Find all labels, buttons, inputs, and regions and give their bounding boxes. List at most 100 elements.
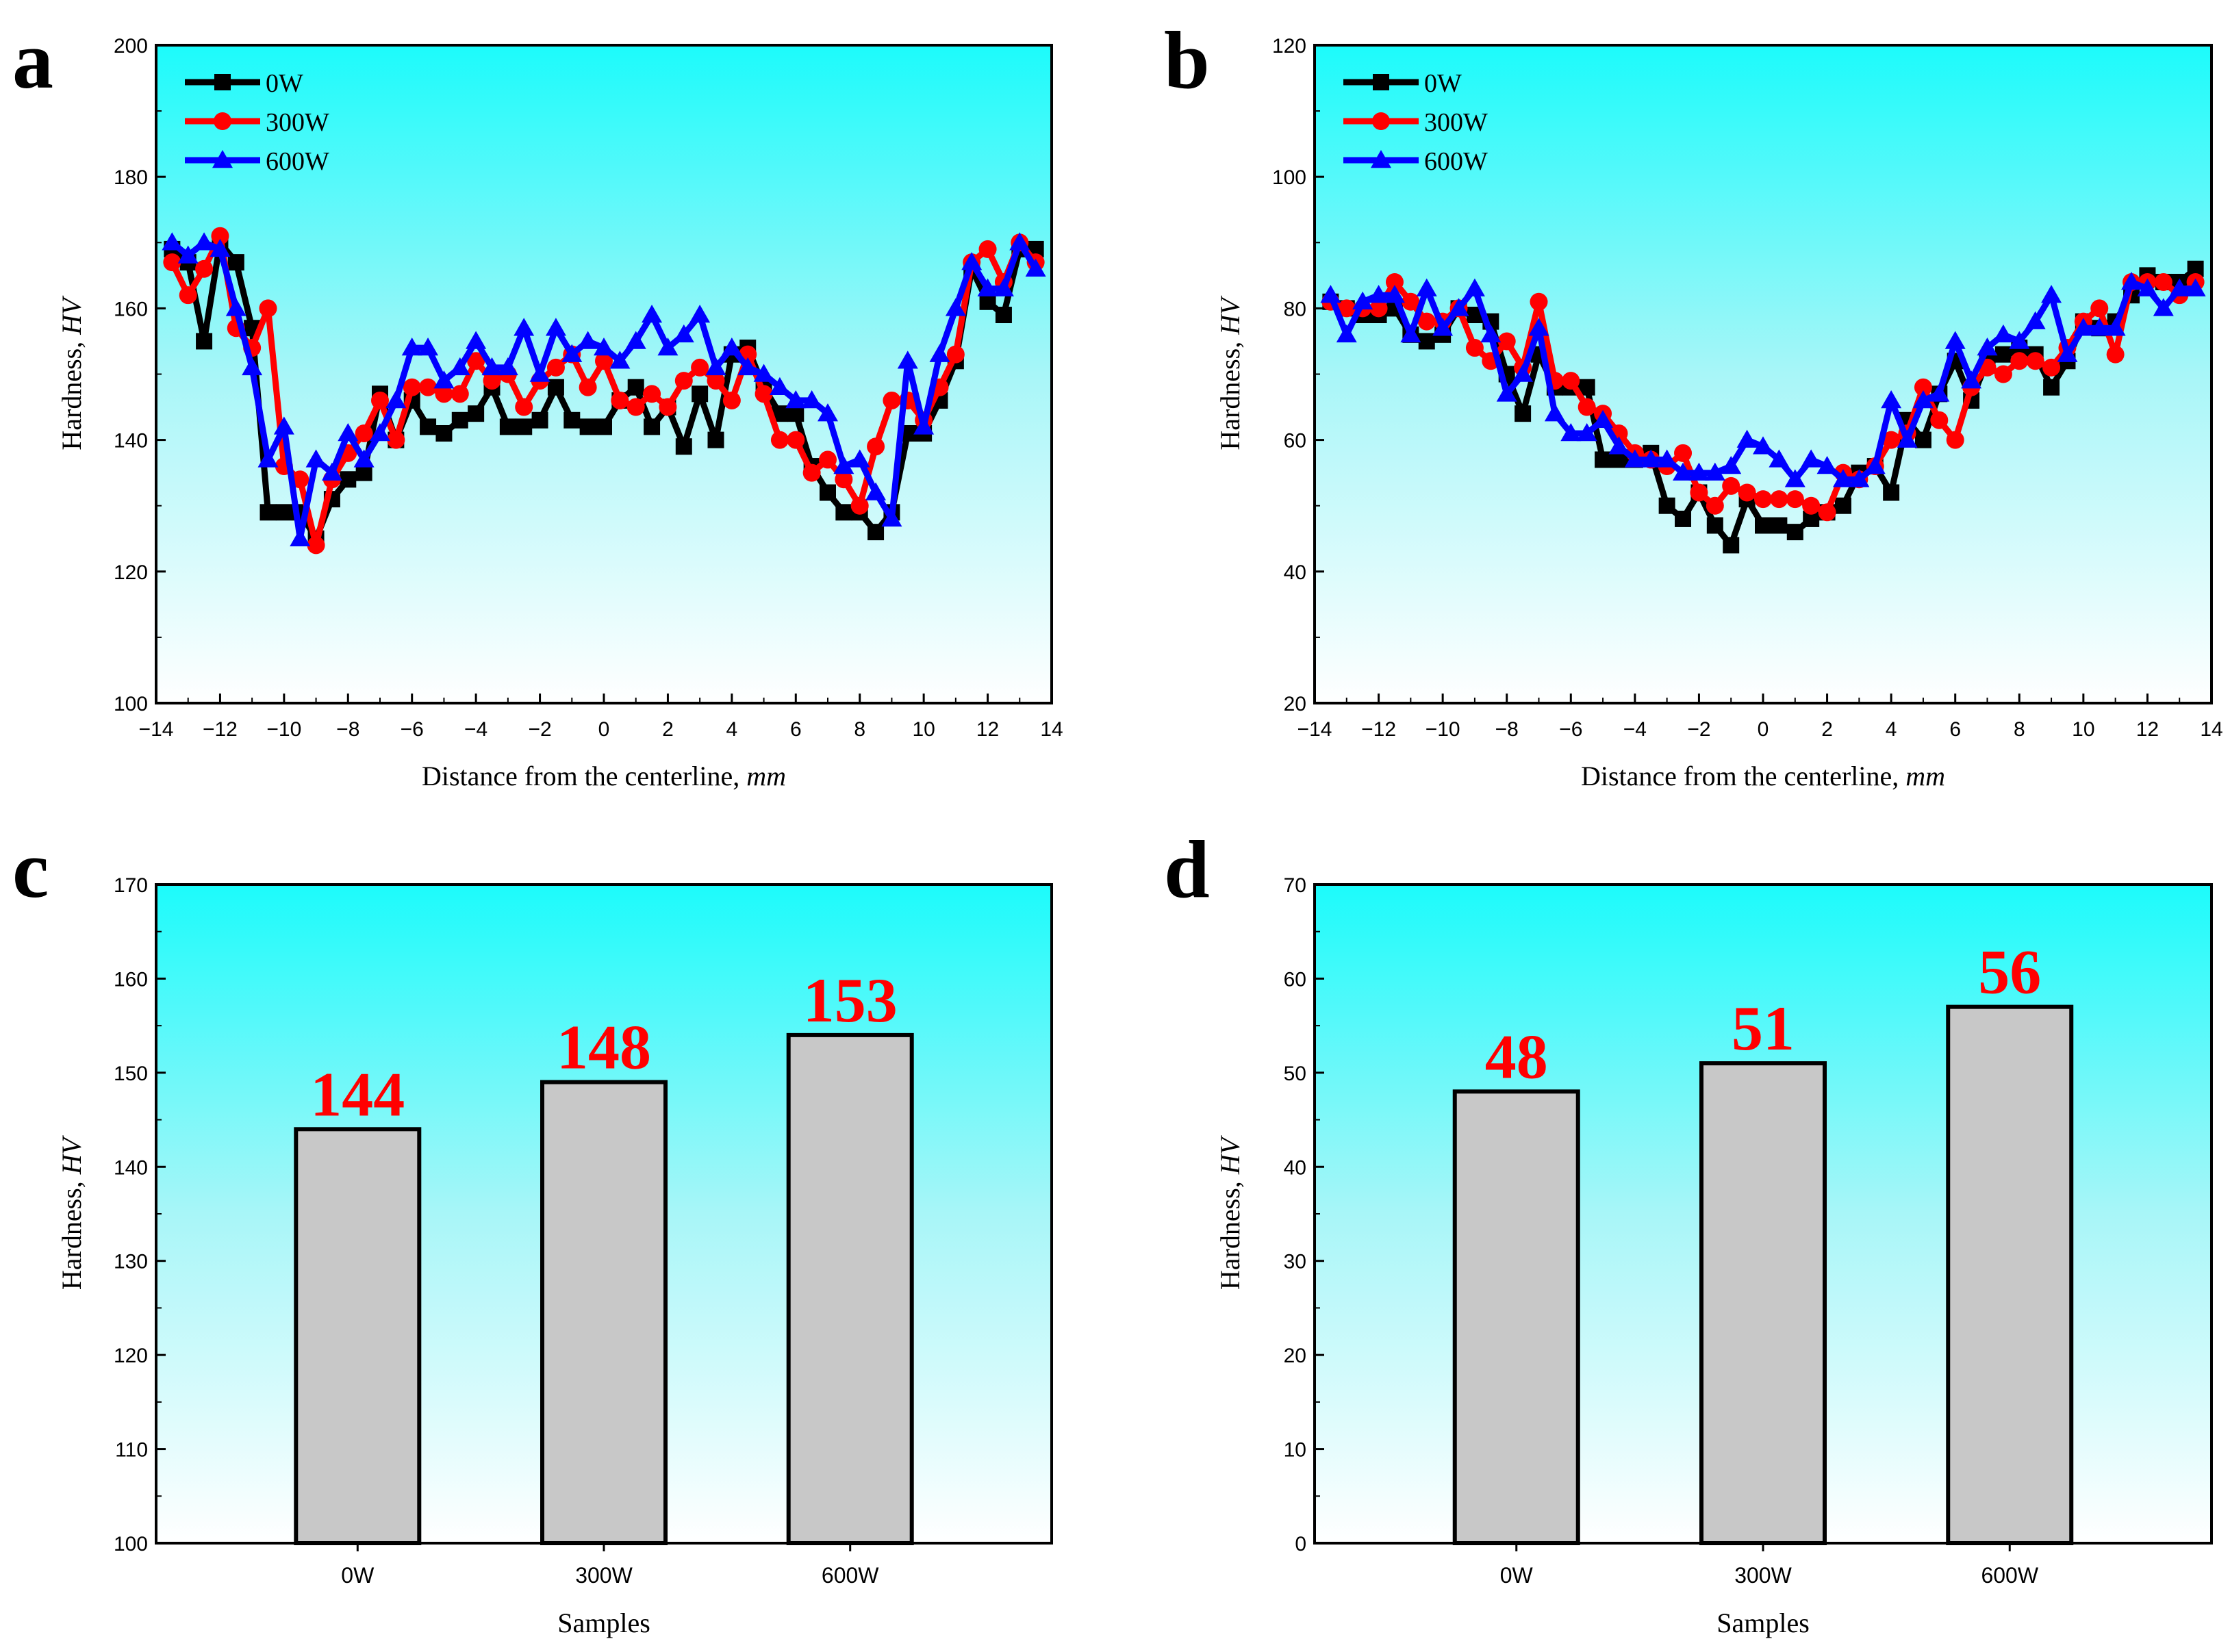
- data-point: [2106, 345, 2125, 364]
- y-tick-label: 180: [114, 166, 148, 189]
- data-point: [1369, 299, 1388, 318]
- data-point: [1754, 490, 1772, 509]
- x-tick-label: 10: [912, 718, 935, 741]
- data-point: [627, 379, 644, 396]
- data-point: [1944, 331, 1966, 349]
- bar-600W: [1946, 1004, 2074, 1545]
- legend-marker: [212, 150, 233, 168]
- legend-marker: [1371, 150, 1391, 168]
- data-point: [196, 333, 213, 350]
- data-point: [338, 422, 359, 442]
- data-point: [1834, 497, 1851, 514]
- x-tick-label: 4: [726, 718, 738, 741]
- data-point: [1849, 469, 1870, 487]
- data-point: [1465, 339, 1484, 357]
- data-point: [2153, 298, 2174, 316]
- data-point: [1496, 383, 1517, 402]
- x-axis-title-text: Distance from the centerline,: [422, 761, 746, 791]
- data-point: [275, 504, 292, 521]
- data-point: [227, 254, 244, 271]
- data-point: [596, 418, 612, 435]
- y-axis-title-unit: HV: [56, 1134, 87, 1175]
- data-point: [737, 357, 759, 376]
- data-point: [929, 344, 950, 362]
- data-point: [1769, 449, 1790, 468]
- y-axis-title-unit: HV: [1215, 1134, 1245, 1175]
- data-point: [451, 385, 469, 403]
- data-point: [1432, 318, 1454, 336]
- data-point: [867, 524, 885, 541]
- legend-label: 300W: [1424, 108, 1488, 137]
- x-tick-label: −6: [401, 718, 424, 741]
- x-axis-title: Samples: [557, 1607, 650, 1638]
- data-point: [1512, 364, 1534, 382]
- data-point: [1914, 378, 1932, 396]
- y-tick-label: 30: [1284, 1251, 1306, 1273]
- data-point: [897, 351, 918, 369]
- data-point: [1418, 333, 1435, 350]
- x-tick-label: 14: [1040, 718, 1063, 741]
- data-point: [195, 259, 214, 278]
- data-point: [946, 345, 965, 364]
- data-point: [1320, 285, 1341, 303]
- data-point: [1753, 436, 1773, 455]
- data-point: [1883, 484, 1900, 501]
- y-tick-label: 120: [114, 1345, 148, 1367]
- y-axis-title-text: Hardness,: [1215, 1174, 1245, 1290]
- data-point: [1881, 390, 1902, 409]
- data-point: [1930, 411, 1949, 429]
- data-point: [481, 357, 503, 376]
- data-point: [1929, 383, 1950, 402]
- data-point: [435, 385, 453, 403]
- data-point: [370, 422, 390, 442]
- data-point: [1562, 372, 1580, 390]
- y-axis-title-text: Hardness,: [56, 1174, 87, 1290]
- y-tick-label: 140: [114, 1156, 148, 1179]
- data-point: [2137, 278, 2158, 296]
- data-point: [849, 449, 870, 468]
- data-point: [449, 357, 470, 376]
- data-point: [867, 437, 885, 456]
- legend-label: 600W: [1424, 147, 1488, 176]
- data-point: [835, 504, 852, 521]
- legend-marker: [214, 74, 231, 90]
- y-tick-label: 10: [1284, 1439, 1306, 1462]
- data-point: [722, 391, 741, 409]
- data-point: [1801, 449, 1822, 468]
- data-point: [563, 411, 581, 429]
- data-point: [770, 431, 789, 449]
- y-tick-label: 100: [1272, 166, 1306, 189]
- data-point: [1640, 449, 1662, 468]
- plot-frame: [155, 883, 1053, 1545]
- data-point: [2089, 318, 2110, 336]
- data-point: [850, 496, 869, 515]
- data-point: [1816, 456, 1838, 474]
- data-point: [1994, 365, 2012, 383]
- y-axis-title: Hardness, HV: [56, 295, 87, 450]
- legend-marker: [1373, 74, 1389, 90]
- data-point: [291, 470, 309, 489]
- data-point: [499, 418, 516, 435]
- data-point: [1802, 496, 1821, 515]
- legend-label: 0W: [266, 69, 303, 98]
- x-tick-label: 8: [854, 718, 865, 741]
- data-point: [1497, 332, 1516, 351]
- data-point: [403, 378, 421, 396]
- x-axis-title-text: Distance from the centerline,: [1581, 761, 1905, 791]
- data-point: [2041, 285, 2062, 303]
- data-point: [579, 418, 596, 435]
- legend: 0W 300W 600W: [1343, 69, 1488, 176]
- bar-value-label: 56: [1978, 937, 2041, 1007]
- data-point: [257, 449, 279, 468]
- data-point: [1994, 346, 2012, 363]
- data-point: [1723, 537, 1740, 554]
- data-point: [801, 390, 822, 409]
- y-tick-label: 130: [114, 1251, 148, 1273]
- data-point: [483, 372, 501, 390]
- data-point: [545, 318, 566, 336]
- y-tick-label: 120: [1272, 35, 1306, 58]
- data-point: [401, 338, 422, 356]
- y-tick-label: 170: [114, 874, 148, 897]
- y-tick-label: 80: [1284, 298, 1306, 320]
